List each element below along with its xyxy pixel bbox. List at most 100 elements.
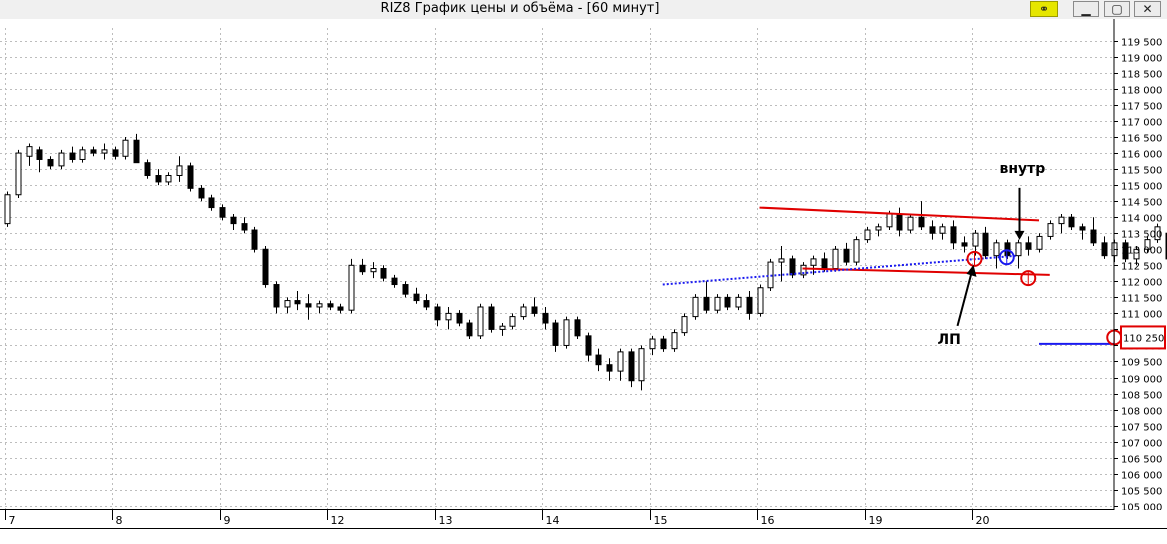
x-day-label: 13 — [439, 514, 453, 527]
candle-body — [133, 139, 140, 164]
y-tick-label: 112 000 — [1121, 278, 1162, 289]
lp-dotted-line — [662, 254, 1018, 286]
last-price-label: 110 250 — [1123, 333, 1164, 344]
candle-body — [1068, 216, 1075, 228]
candles — [4, 133, 1167, 391]
y-tick-label: 118 000 — [1121, 86, 1162, 97]
candle-body — [445, 312, 452, 321]
candle-body — [58, 152, 65, 167]
candle-body — [316, 303, 323, 308]
candle-body — [241, 223, 248, 231]
candle-body — [692, 296, 699, 318]
y-tick-label: 119 500 — [1121, 38, 1162, 49]
candle-body — [681, 316, 688, 334]
x-day-label: 7 — [9, 514, 16, 527]
y-tick-label: 117 500 — [1121, 102, 1162, 113]
candle-body — [1036, 235, 1043, 250]
candle-body — [595, 354, 602, 366]
price-chart[interactable]: внутр ЛП 105 000 105 500 106 000 106 500 107 … — [0, 19, 1167, 544]
candle-body — [305, 303, 312, 308]
candle-body — [832, 248, 839, 269]
candle-body — [961, 242, 968, 247]
x-day-label: 16 — [761, 514, 775, 527]
candle-body — [1058, 216, 1065, 225]
candle-body — [993, 242, 1000, 257]
candle-body — [918, 216, 925, 228]
candle-body — [230, 216, 237, 225]
candle-body — [617, 351, 624, 372]
candle-body — [4, 194, 11, 225]
candle-body — [413, 293, 420, 302]
candle-body — [90, 149, 97, 154]
y-tick-label: 118 500 — [1121, 70, 1162, 81]
x-day-label: 9 — [224, 514, 231, 527]
candle-body — [273, 284, 280, 308]
arrow-head — [966, 264, 977, 277]
y-tick-label: 115 000 — [1121, 182, 1162, 193]
minimize-icon[interactable]: ▁ — [1073, 1, 1099, 17]
candle-body — [370, 268, 377, 273]
candle-body — [15, 152, 22, 196]
candle-body — [520, 306, 527, 318]
candle-body — [456, 312, 463, 324]
candle-body — [219, 207, 226, 218]
x-day-label: 14 — [546, 514, 560, 527]
candle-body — [789, 258, 796, 276]
y-tick-label: 107 500 — [1121, 423, 1162, 434]
arrow-head — [1014, 230, 1025, 240]
candle-body — [531, 306, 538, 314]
candle-body — [262, 248, 269, 286]
annotation-label: внутр — [1000, 161, 1046, 177]
candle-body — [294, 300, 301, 305]
candle-body — [982, 232, 989, 257]
candle-body — [563, 319, 570, 346]
candle-body — [671, 332, 678, 350]
candle-body — [509, 316, 516, 327]
candle-body — [929, 226, 936, 234]
annotation-label: ЛП — [938, 332, 961, 348]
candle-body — [155, 175, 162, 183]
candle-body — [348, 264, 355, 311]
candle-body — [1154, 226, 1161, 241]
candle-body — [47, 158, 54, 167]
candle-body — [939, 226, 946, 234]
link-icon[interactable]: ⚭ — [1030, 1, 1058, 17]
candle-body — [606, 364, 613, 372]
y-tick-label: 119 000 — [1121, 54, 1162, 65]
candle-body — [488, 306, 495, 330]
candle-body — [660, 338, 667, 350]
resistance-line — [759, 206, 1040, 222]
y-tick-label: 109 500 — [1121, 358, 1162, 369]
y-tick-label: 112 500 — [1121, 262, 1162, 273]
candle-body — [284, 300, 291, 308]
candle-body — [821, 258, 828, 270]
candle-body — [1025, 242, 1032, 250]
candle-body — [638, 348, 645, 382]
y-tick-label: 106 000 — [1121, 471, 1162, 482]
candle-body — [434, 306, 441, 321]
candle-body — [69, 152, 76, 160]
candle-body — [208, 197, 215, 209]
maximize-icon[interactable]: ▢ — [1104, 1, 1130, 17]
candle-body — [864, 229, 871, 241]
candle-body — [714, 296, 721, 311]
candle-body — [746, 296, 753, 314]
candle-body — [391, 277, 398, 286]
candle-body — [1133, 248, 1140, 260]
candle-body — [36, 149, 43, 160]
candle-body — [574, 319, 581, 337]
y-tick-label: 111 000 — [1121, 310, 1162, 321]
window-title: RIZ8 График цены и объёма - [60 минут] — [380, 1, 660, 16]
candle-body — [101, 149, 108, 154]
x-day-label: 19 — [869, 514, 883, 527]
candle-body — [337, 306, 344, 311]
y-tick-label: 107 000 — [1121, 439, 1162, 450]
close-icon[interactable]: ✕ — [1134, 1, 1161, 17]
y-tick-label: 108 000 — [1121, 407, 1162, 418]
candle-body — [972, 232, 979, 247]
y-axis: 105 000 105 500 106 000 106 500 107 000 107 5… — [1113, 19, 1166, 514]
candle-body — [423, 300, 430, 308]
candle-body — [724, 296, 731, 308]
candle-body — [950, 226, 957, 244]
y-tick-label: 115 500 — [1121, 166, 1162, 177]
